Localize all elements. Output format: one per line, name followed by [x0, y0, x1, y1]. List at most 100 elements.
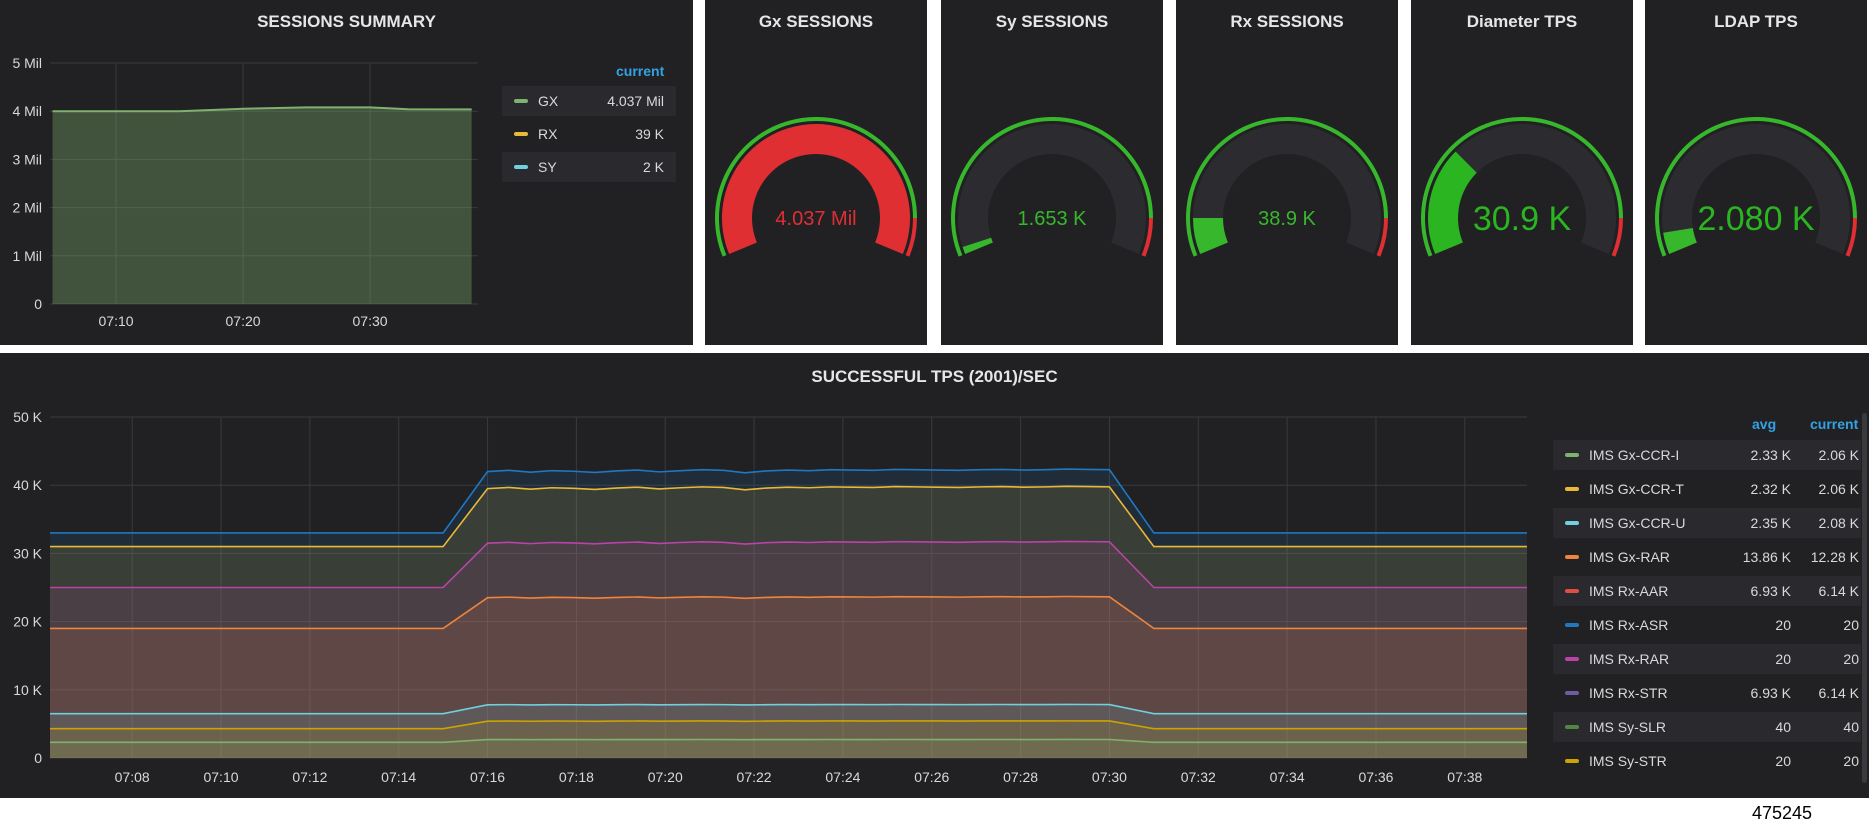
y-tick-label: 4 Mil — [12, 103, 42, 119]
tps-legend-item[interactable]: IMS Rx-ASR 20 20 — [1553, 610, 1861, 640]
gauge-title: LDAP TPS — [1714, 12, 1798, 31]
legend-current-value: 20 — [1843, 617, 1859, 633]
sessions-summary-chart[interactable]: 0 1 Mil 2 Mil 3 Mil 4 Mil 5 Mil 07:10 07:20 07:3… — [0, 0, 693, 345]
x-tick-label: 07:16 — [470, 769, 505, 785]
y-tick-label: 0 — [34, 296, 42, 312]
gauge-track — [1428, 124, 1616, 254]
tps-legend-item[interactable]: IMS Rx-STR 6.93 K 6.14 K — [1553, 678, 1861, 708]
gx-line — [52, 106, 472, 113]
x-tick-label: 07:30 — [353, 313, 388, 329]
legend-avg-value: 2.33 K — [1750, 447, 1791, 463]
gauge-dial: 2.080 K — [1655, 116, 1857, 257]
series-line — [50, 468, 1527, 534]
legend-current-value: 20 — [1843, 753, 1859, 769]
legend-current-value: 2 K — [642, 159, 664, 175]
legend-avg-value: 13.86 K — [1742, 549, 1791, 565]
series-line — [50, 595, 1527, 630]
y-tick-label: 50 K — [13, 409, 42, 425]
gauge-threshold-red — [1611, 218, 1623, 257]
legend-swatch — [1565, 623, 1579, 627]
y-tick-label: 2 Mil — [12, 200, 42, 216]
tps-legend-item[interactable]: IMS Gx-RAR 13.86 K 12.28 K — [1553, 542, 1861, 572]
legend-series-name: IMS Sy-STR — [1589, 753, 1667, 769]
gauge-title: Gx SESSIONS — [758, 12, 874, 31]
tps-legend-item[interactable]: IMS Sy-SLR 40 40 — [1553, 712, 1861, 742]
gauge-dial: 4.037 Mil — [715, 116, 917, 257]
legend-series-name: IMS Gx-CCR-U — [1589, 515, 1686, 531]
tps-legend-item[interactable]: IMS Gx-CCR-U 2.35 K 2.08 K — [1553, 508, 1861, 538]
legend-swatch — [1565, 759, 1579, 763]
gx-area — [52, 107, 472, 305]
legend-avg-value: 6.93 K — [1750, 685, 1791, 701]
legend-series-name: IMS Gx-CCR-T — [1589, 481, 1684, 497]
y-tick-label: 3 Mil — [12, 151, 42, 167]
legend-current-value: 20 — [1843, 651, 1859, 667]
legend-current-value: 2.06 K — [1818, 481, 1859, 497]
legend-current-value: 6.14 K — [1818, 583, 1859, 599]
legend-avg-value: 2.32 K — [1750, 481, 1791, 497]
legend-avg-value: 2.35 K — [1750, 515, 1791, 531]
series-area — [50, 541, 1527, 758]
legend-series-name: RX — [538, 126, 558, 142]
sessions-legend-item[interactable]: GX 4.037 Mil — [502, 86, 676, 116]
gauge-value-fill — [722, 124, 910, 254]
gauge-value-text: 38.9 K — [1258, 208, 1316, 230]
x-tick-label: 07:12 — [292, 769, 327, 785]
tps-legend-avg-header: avg — [1752, 416, 1777, 432]
x-tick-label: 07:18 — [559, 769, 594, 785]
series-line — [50, 738, 1527, 744]
gauge-threshold-red — [1845, 218, 1857, 257]
gauge-dial: 38.9 K — [1186, 116, 1388, 257]
series-area — [50, 704, 1527, 758]
x-tick-label: 07:22 — [737, 769, 772, 785]
x-tick-label: 07:32 — [1181, 769, 1216, 785]
y-tick-label: 5 Mil — [12, 55, 42, 71]
gauge-title: Sy SESSIONS — [995, 12, 1109, 31]
tps-legend-item[interactable]: IMS Rx-RAR 20 20 — [1553, 644, 1861, 674]
tps-chart[interactable]: 0 10 K 20 K 30 K 40 K 50 K 07:08 07:10 07:12 07:1… — [0, 353, 1550, 798]
tps-legend-item[interactable]: IMS Gx-CCR-T 2.32 K 2.06 K — [1553, 474, 1861, 504]
x-tick-label: 07:10 — [203, 769, 238, 785]
gauge-value-text: 4.037 Mil — [775, 208, 856, 230]
gauge-value-fill — [962, 237, 993, 254]
tps-legend-item[interactable]: IMS Gx-CCR-I 2.33 K 2.06 K — [1553, 440, 1861, 470]
legend-current-value: 6.14 K — [1818, 685, 1859, 701]
legend-series-name: IMS Rx-RAR — [1589, 651, 1670, 667]
legend-avg-value: 20 — [1775, 651, 1791, 667]
legend-current-value: 12.28 K — [1810, 549, 1859, 565]
legend-swatch — [1565, 453, 1579, 457]
gauge-dial: 30.9 K — [1421, 116, 1623, 257]
legend-scrollbar[interactable] — [1862, 413, 1867, 783]
gauge-threshold-red — [905, 218, 917, 257]
gauge-threshold-red — [1376, 218, 1388, 257]
x-tick-label: 07:28 — [1003, 769, 1038, 785]
gauge-panel: Gx SESSIONS 4.037 Mil — [705, 0, 927, 345]
gauge-title: Rx SESSIONS — [1230, 12, 1344, 31]
legend-current-value: 39 K — [635, 126, 664, 142]
tps-legend-current-header: current — [1810, 416, 1859, 432]
legend-swatch — [1565, 589, 1579, 593]
series-area — [50, 469, 1527, 758]
series-line — [50, 540, 1527, 589]
gauge-panel: Diameter TPS 30.9 K — [1411, 0, 1633, 345]
sessions-summary-title: SESSIONS SUMMARY — [257, 12, 436, 31]
legend-avg-value: 6.93 K — [1750, 583, 1791, 599]
gauge-track — [1193, 124, 1381, 254]
series-line — [50, 720, 1527, 730]
y-tick-label: 30 K — [13, 545, 42, 561]
sessions-legend-item[interactable]: SY 2 K — [502, 152, 676, 182]
tps-legend-item[interactable]: IMS Sy-STR 20 20 — [1553, 746, 1861, 776]
legend-avg-value: 20 — [1775, 753, 1791, 769]
tps-legend-item[interactable]: IMS Rx-AAR 6.93 K 6.14 K — [1553, 576, 1861, 606]
x-tick-label: 07:26 — [914, 769, 949, 785]
gauge-title: Diameter TPS — [1466, 12, 1578, 31]
gauge-value-fill — [1193, 218, 1228, 254]
gauge-value-text: 2.080 K — [1697, 200, 1815, 238]
legend-swatch — [1565, 657, 1579, 661]
gauge-value-fill — [1428, 151, 1477, 254]
sessions-legend-item[interactable]: RX 39 K — [502, 119, 676, 149]
tps-panel: SUCCESSFUL TPS (2001)/SEC 0 10 K 20 K 30 K 4… — [0, 353, 1869, 798]
legend-series-name: IMS Sy-SLR — [1589, 719, 1667, 735]
legend-swatch — [1565, 487, 1579, 491]
legend-current-value: 4.037 Mil — [607, 93, 664, 109]
